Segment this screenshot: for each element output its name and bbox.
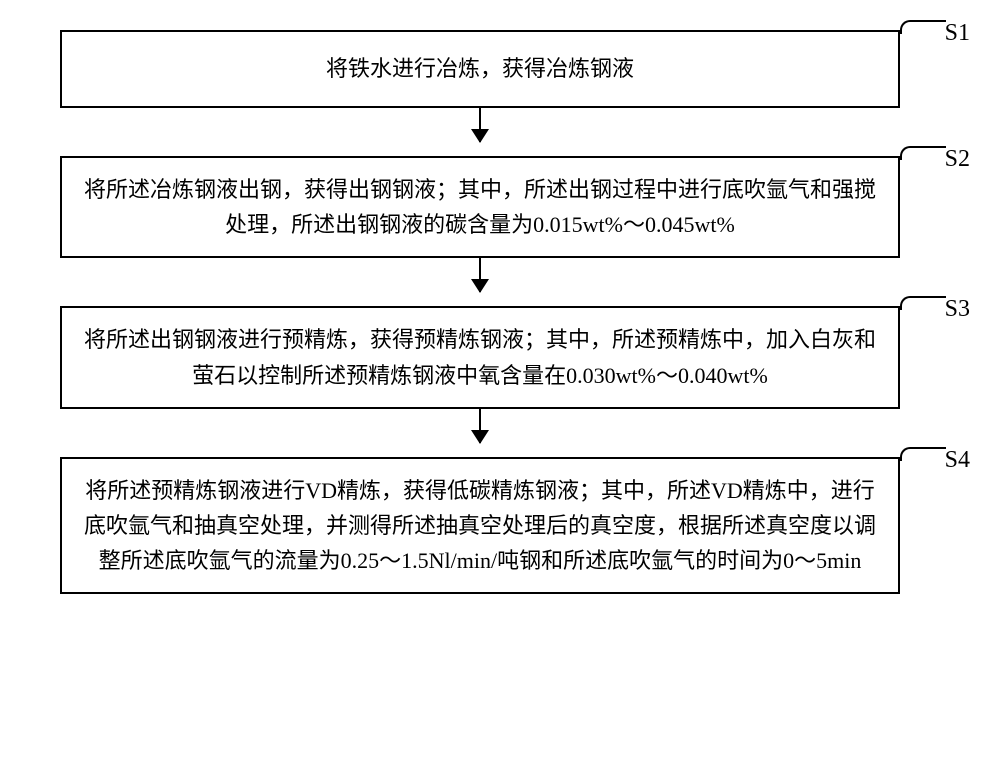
step-text-s3: 将所述出钢钢液进行预精炼，获得预精炼钢液；其中，所述预精炼中，加入白灰和萤石以控… [84,327,876,387]
step-text-s4: 将所述预精炼钢液进行VD精炼，获得低碳精炼钢液；其中，所述VD精炼中，进行底吹氩… [84,478,876,573]
step-box-s3: S3 将所述出钢钢液进行预精炼，获得预精炼钢液；其中，所述预精炼中，加入白灰和萤… [60,306,900,408]
step-box-s2: S2 将所述冶炼钢液出钢，获得出钢钢液；其中，所述出钢过程中进行底吹氩气和强搅处… [60,156,900,258]
step-box-s1: S1 将铁水进行冶炼，获得冶炼钢液 [60,30,900,108]
step-label-s1: S1 [945,14,970,52]
label-connector [900,20,946,34]
step-label-s2: S2 [945,140,970,178]
step-label-s3: S3 [945,290,970,328]
arrow-s3-s4 [60,409,900,457]
label-connector [900,146,946,160]
flowchart-container: S1 将铁水进行冶炼，获得冶炼钢液 S2 将所述冶炼钢液出钢，获得出钢钢液；其中… [60,30,900,594]
arrow-s2-s3 [60,258,900,306]
step-text-s2: 将所述冶炼钢液出钢，获得出钢钢液；其中，所述出钢过程中进行底吹氩气和强搅处理，所… [84,177,876,237]
label-connector [900,296,946,310]
step-box-s4: S4 将所述预精炼钢液进行VD精炼，获得低碳精炼钢液；其中，所述VD精炼中，进行… [60,457,900,595]
arrow-s1-s2 [60,108,900,156]
step-text-s1: 将铁水进行冶炼，获得冶炼钢液 [326,51,634,86]
label-connector [900,447,946,461]
step-label-s4: S4 [945,441,970,479]
